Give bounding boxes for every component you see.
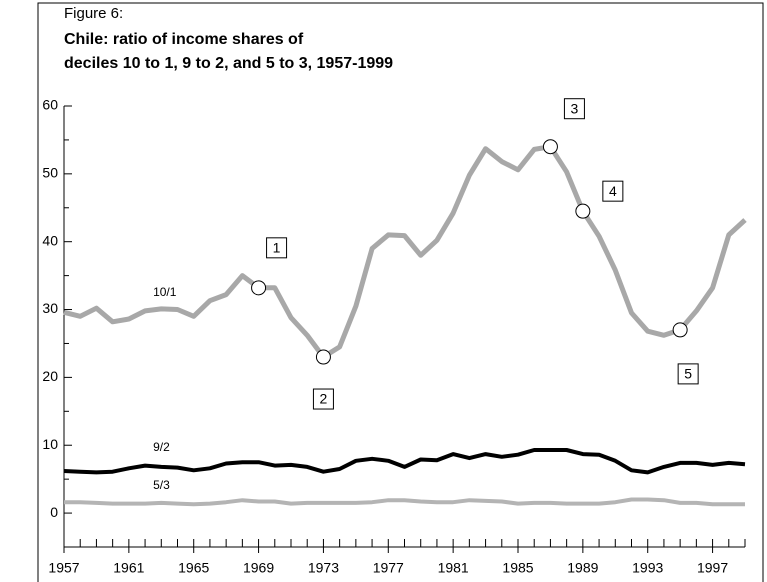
annotation-box <box>602 180 624 202</box>
annotation-point <box>542 139 558 155</box>
series-line <box>63 144 747 360</box>
annotation-point <box>672 322 688 338</box>
y-tick-label: 0 <box>50 504 58 520</box>
x-tick-label: 1969 <box>243 560 274 576</box>
y-tick-label: 20 <box>42 368 58 384</box>
x-tick-label: 1965 <box>178 560 209 576</box>
x-tick-label: 1977 <box>373 560 404 576</box>
x-tick-label: 1993 <box>632 560 663 576</box>
annotation-label: 5 <box>684 366 692 382</box>
annotation-label: 2 <box>320 391 328 407</box>
x-tick-label: 1989 <box>567 560 598 576</box>
annotation-box <box>266 237 288 259</box>
annotation-label: 1 <box>273 240 281 256</box>
x-tick-label: 1957 <box>48 560 79 576</box>
series-line <box>64 497 745 507</box>
series-line <box>63 448 746 475</box>
x-tick-label: 1961 <box>113 560 144 576</box>
annotation-point <box>315 349 331 365</box>
y-tick-label: 40 <box>42 232 58 248</box>
y-tick-label: 50 <box>42 165 58 181</box>
x-tick-label: 1981 <box>438 560 469 576</box>
annotation-box <box>677 363 699 385</box>
series-label: 10/1 <box>153 285 177 299</box>
annotation-label: 3 <box>571 100 579 116</box>
annotation-point <box>251 280 267 296</box>
chart-subtitle: deciles 10 to 1, 9 to 2, and 5 to 3, 195… <box>64 55 393 72</box>
annotation-box <box>563 98 585 120</box>
y-tick-label: 10 <box>42 436 58 452</box>
frame <box>37 2 764 582</box>
annotation-label: 4 <box>609 183 617 199</box>
series-label: 5/3 <box>153 478 170 492</box>
chart-subtitle: Chile: ratio of income shares of <box>64 31 304 48</box>
x-tick-label: 1997 <box>697 560 728 576</box>
series-label: 9/2 <box>153 440 170 454</box>
chart-title: Figure 6: <box>64 5 123 22</box>
x-tick-label: 1985 <box>502 560 533 576</box>
x-tick-label: 1973 <box>308 560 339 576</box>
annotation-box <box>312 388 334 410</box>
annotation-point <box>575 203 591 219</box>
y-tick-label: 30 <box>42 300 58 316</box>
y-tick-label: 60 <box>42 97 58 113</box>
